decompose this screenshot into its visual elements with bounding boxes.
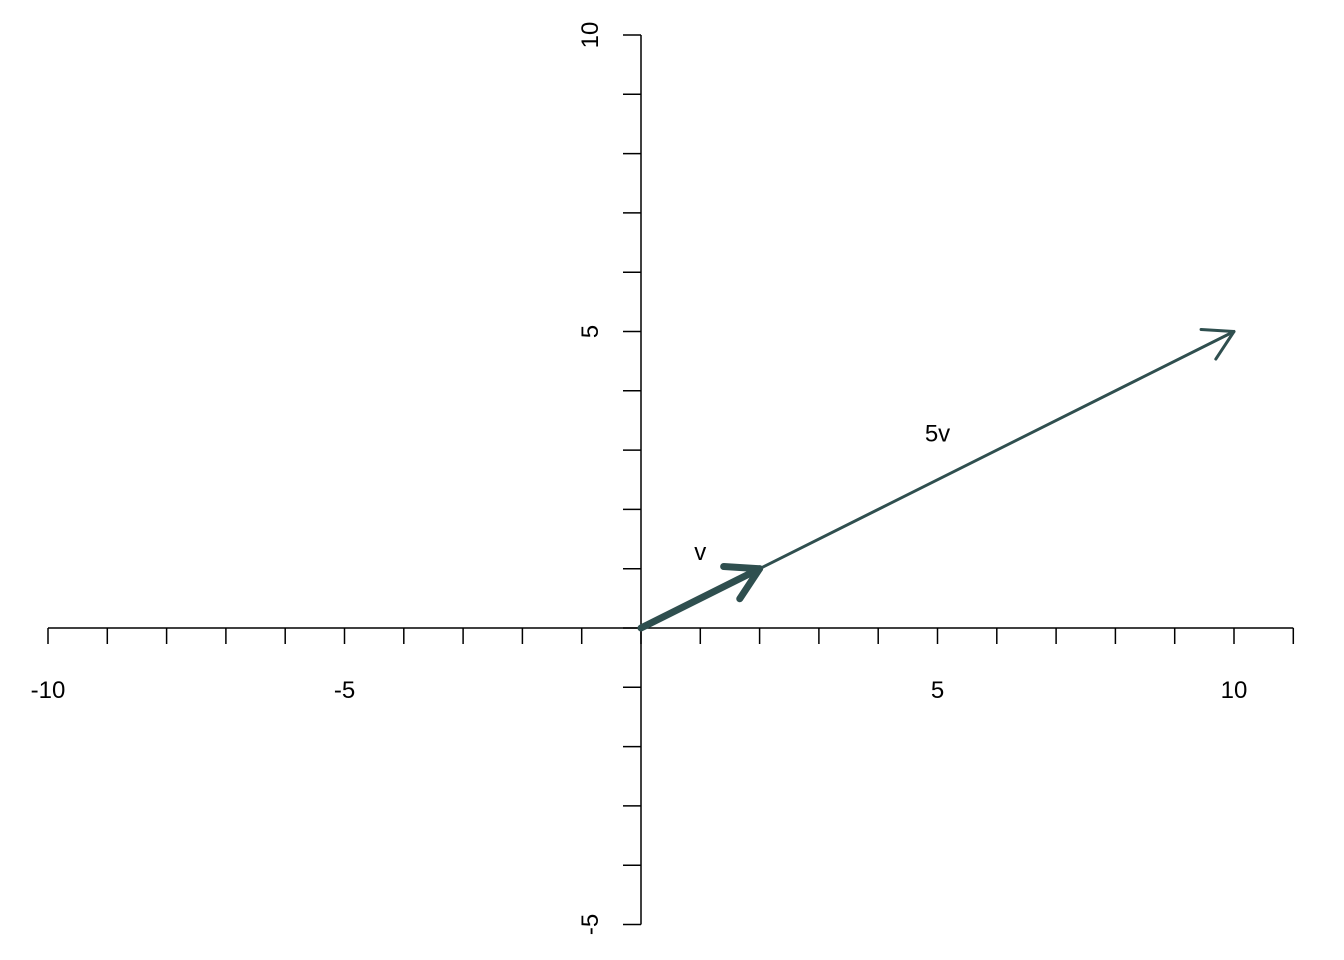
y-tick-label: -5 <box>577 914 604 935</box>
x-tick-label: -10 <box>31 677 66 704</box>
axes: -10 -5 5 10 -5 5 10 <box>31 22 1295 935</box>
vector-shaft <box>639 330 1236 630</box>
vector-label: v <box>694 539 706 566</box>
vector-5v <box>639 328 1236 630</box>
y-tick-label: 10 <box>577 22 604 49</box>
vector-label: 5v <box>925 420 950 447</box>
annotations: v 5v <box>694 420 950 566</box>
arrowhead <box>1199 328 1236 361</box>
vectors <box>637 328 1236 632</box>
x-tick-label: -5 <box>334 677 355 704</box>
x-tick-label: 10 <box>1221 677 1248 704</box>
y-tick-label: 5 <box>577 325 604 338</box>
x-tick-label: 5 <box>931 677 944 704</box>
